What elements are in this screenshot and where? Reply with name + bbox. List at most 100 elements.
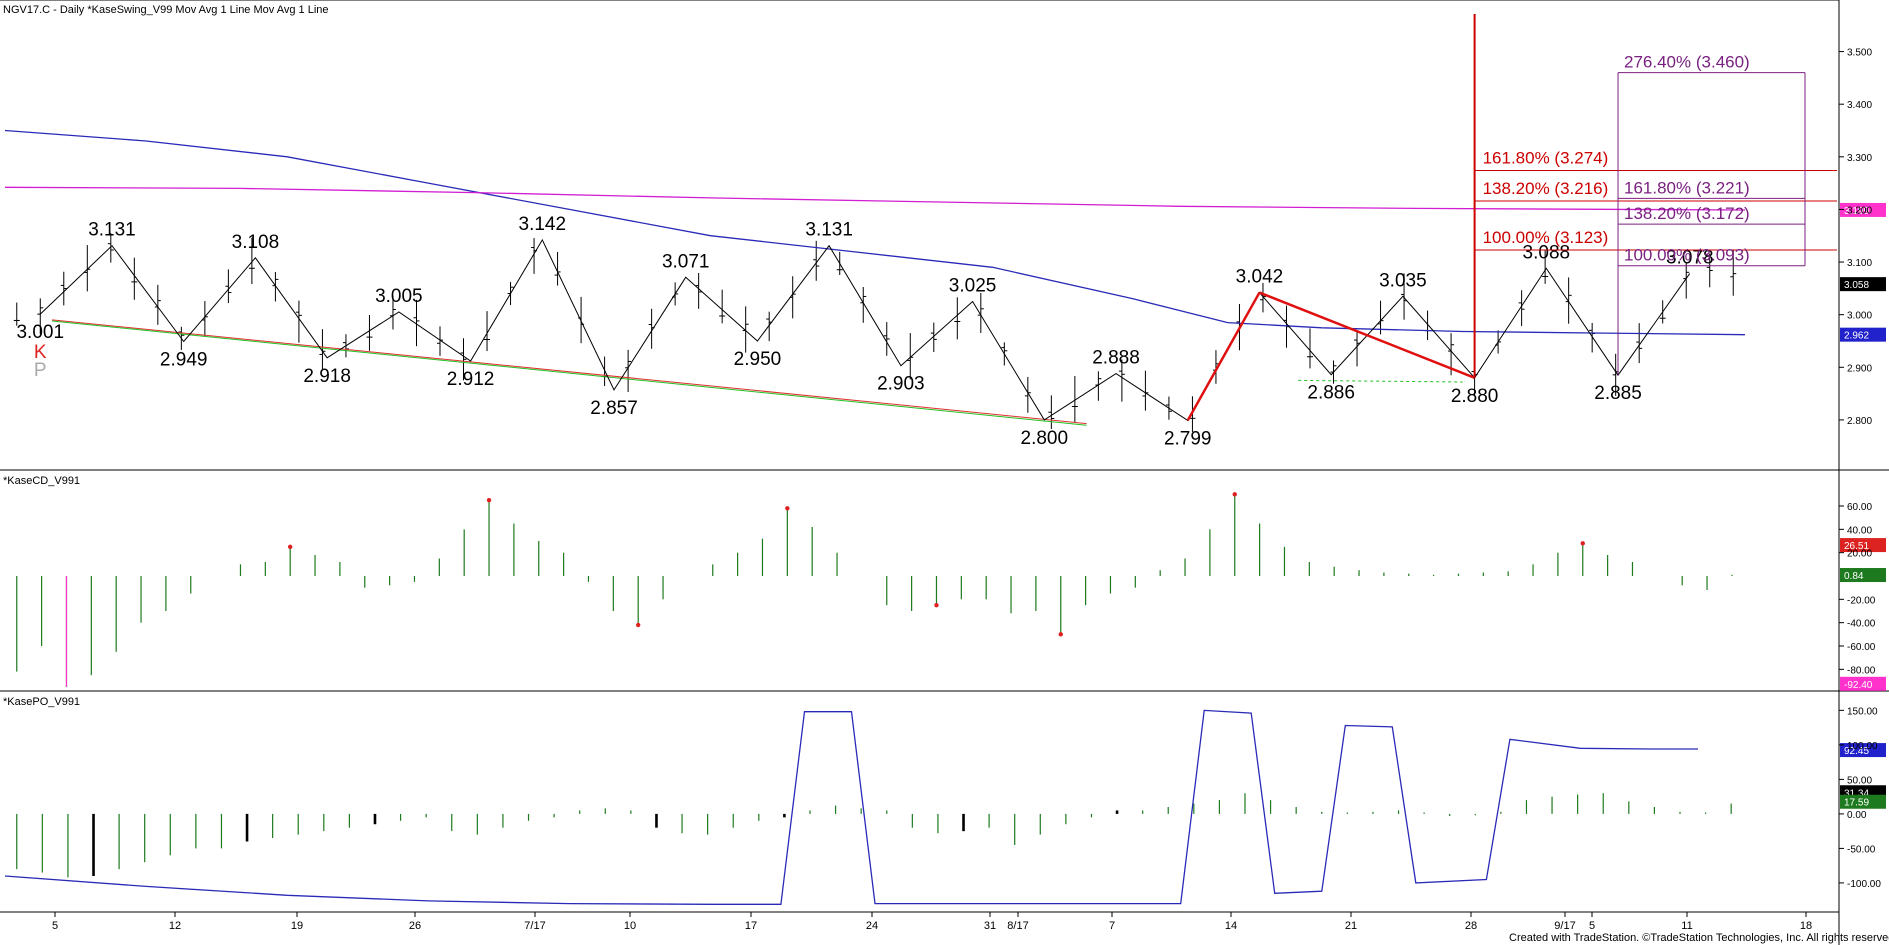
swing-label: 2.886: [1307, 383, 1355, 404]
x-tick-label: 5: [52, 920, 58, 932]
price-y-tick-label: 3.300: [1847, 153, 1872, 164]
swing-label: 3.088: [1523, 242, 1571, 263]
k-marker: K: [34, 342, 47, 363]
support-line-red: [51, 319, 1087, 425]
x-tick-label: 14: [1225, 920, 1237, 932]
x-tick-label: 18: [1800, 920, 1812, 932]
po-y-tick-label: 0.00: [1847, 810, 1867, 821]
x-tick-label: 21: [1345, 920, 1357, 932]
cd-peak-dot: [1232, 492, 1237, 497]
cd-last-tag-bg: [1840, 568, 1886, 583]
x-tick-label: 11: [1681, 920, 1692, 932]
po-y-tick-label: 50.00: [1847, 775, 1872, 786]
moving-average-magenta: [4, 186, 1746, 211]
support-line-green: [51, 320, 1087, 426]
x-tick-label: 19: [291, 920, 303, 932]
price-last-tag-bg: [1840, 277, 1886, 292]
fib-purple-label: 138.20% (3.172): [1624, 204, 1750, 223]
x-tick-label: 10: [624, 920, 636, 932]
swing-label: 2.799: [1164, 428, 1212, 449]
price-last-tag: 3.199: [1844, 206, 1869, 217]
cd-last-tag: 26.51: [1844, 541, 1869, 552]
price-y-tick-label: 3.200: [1847, 205, 1872, 216]
cd-y-tick-label: -80.00: [1847, 665, 1876, 676]
moving-average-blue: [4, 129, 1746, 336]
cd-y-tick-label: 20.00: [1847, 549, 1872, 560]
price-panel: 3.001 3.131 2.949 3.108 2.918 3.005 2.912 3.142…: [4, 14, 1886, 449]
swing-segment-red: [1258, 291, 1476, 379]
price-last-tag: 3.058: [1844, 280, 1869, 291]
swing-label: 3.005: [375, 286, 423, 307]
price-last-tag-bg: [1840, 327, 1886, 342]
x-tick-label: 17: [745, 920, 757, 932]
swing-label: 3.001: [16, 322, 64, 343]
swing-label: 2.912: [447, 369, 495, 390]
cd-y-tick-label: 60.00: [1847, 502, 1872, 513]
swing-label: 3.142: [519, 214, 567, 235]
price-y-tick-label: 3.100: [1847, 258, 1872, 269]
fib-purple-label: 100.00% (3.093): [1624, 246, 1750, 265]
fib-red-label: 138.20% (3.216): [1483, 179, 1609, 198]
cd-peak-dot: [934, 602, 939, 608]
po-last-tag: 92.45: [1844, 746, 1869, 757]
x-tick-label: 26: [409, 920, 421, 932]
x-tick-label: 31: [984, 920, 996, 932]
po-last-tag: 17.59: [1844, 798, 1869, 809]
po-y-tick-label: -100.00: [1847, 879, 1881, 890]
cd-peak-dot: [1580, 541, 1585, 546]
cd-panel-title: *KaseCD_V991: [3, 475, 80, 487]
cd-y-tick-label: 40.00: [1847, 525, 1872, 536]
fib-purple-label: 276.40% (3.460): [1624, 53, 1750, 72]
swing-label: 3.025: [949, 276, 997, 297]
swing-label: 3.131: [805, 220, 853, 241]
price-y-tick-label: 3.500: [1847, 48, 1872, 59]
po-last-tag-bg: [1840, 794, 1886, 809]
cd-peak-dot: [635, 622, 641, 628]
swing-segment-red: [1186, 291, 1261, 422]
po-panel-title: *KasePO_V991: [3, 696, 80, 708]
fib-red-label: 161.80% (3.274): [1483, 148, 1609, 167]
x-tick-label: 5: [1589, 920, 1595, 932]
x-tick-label: 12: [169, 920, 181, 932]
swing-label: 2.918: [303, 366, 351, 387]
fib-red-label: 100.00% (3.123): [1483, 228, 1609, 247]
po-y-tick-label: 150.00: [1847, 706, 1878, 717]
swing-label: 2.880: [1451, 386, 1499, 407]
credit-text: Created with TradeStation. ©TradeStation…: [1509, 932, 1889, 944]
price-y-tick-label: 2.800: [1847, 416, 1872, 427]
po-last-tag: 31.34: [1844, 788, 1869, 799]
cd-y-tick-label: -20.00: [1847, 595, 1876, 606]
cd-panel: 26.51 0.84 -92.40: [16, 492, 1886, 691]
swing-label: 2.885: [1594, 383, 1642, 404]
swing-label: 2.903: [877, 374, 925, 395]
chart-title: NGV17.C - Daily *KaseSwing_V99 Mov Avg 1…: [3, 4, 329, 16]
swing-label: 3.131: [88, 220, 136, 241]
fib-purple-label: 161.80% (3.221): [1624, 178, 1750, 197]
cd-y-tick-label: -40.00: [1847, 619, 1876, 630]
swing-label: 2.857: [590, 398, 638, 419]
p-marker: P: [34, 360, 47, 381]
cd-peak-dot: [1058, 632, 1063, 637]
swing-label: 3.108: [232, 232, 280, 253]
price-last-tag-bg: [1840, 202, 1886, 217]
po-line: [4, 709, 1698, 905]
swing-label: 3.078: [1666, 248, 1714, 269]
cd-last-tag: -92.40: [1844, 680, 1873, 691]
x-tick-label: 9/17: [1554, 920, 1575, 932]
axes: 5 12 19 26 7/17 10 17 24 31 8/17 7 14 21 28 9/17 5 11 18 3…: [52, 48, 1881, 932]
cd-peak-dot: [486, 497, 492, 503]
cd-last-tag-bg: [1840, 676, 1886, 691]
po-y-tick-label: 100.00: [1847, 741, 1878, 752]
cd-peak-dot: [287, 544, 293, 550]
swing-label: 3.071: [662, 251, 710, 272]
cd-last-tag-bg: [1840, 538, 1886, 553]
swing-label: 3.042: [1236, 267, 1284, 288]
x-tick-label: 8/17: [1007, 920, 1028, 932]
swing-label: 2.800: [1021, 428, 1069, 449]
price-last-tag: 2.962: [1844, 331, 1869, 342]
swing-label: 2.949: [160, 350, 208, 371]
swing-zigzag: [39, 238, 1691, 422]
